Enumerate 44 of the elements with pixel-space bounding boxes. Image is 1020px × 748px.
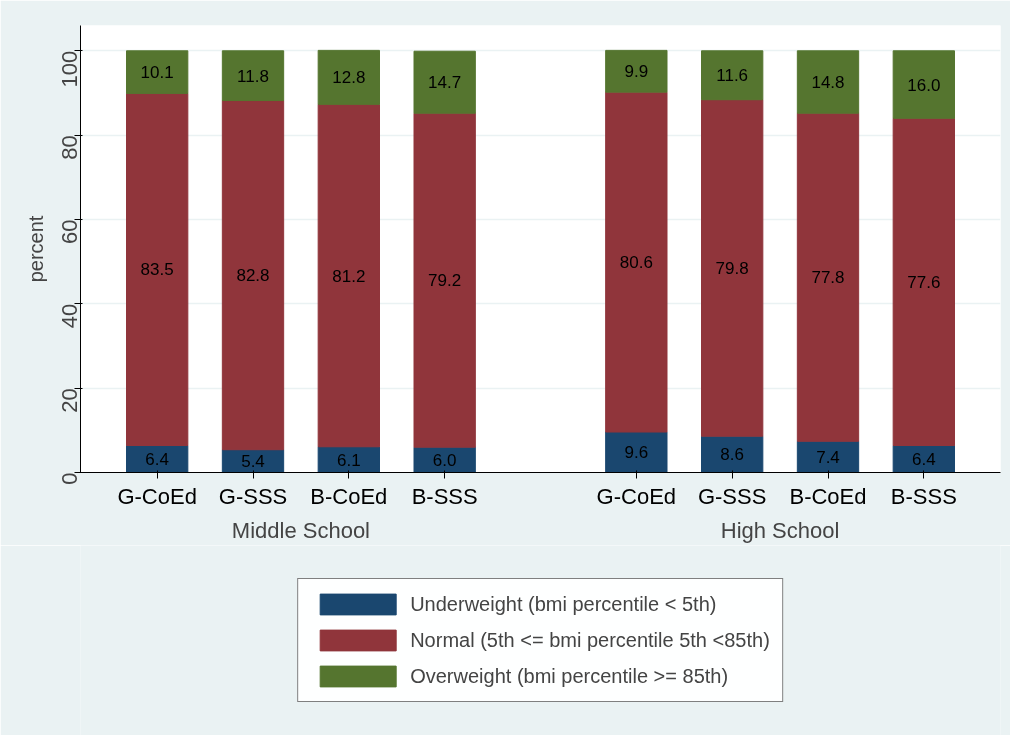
data-label: 11.6 [716, 66, 749, 86]
data-label: 77.6 [907, 272, 941, 292]
data-label: 6.0 [432, 450, 457, 470]
x-tick-label: B-CoEd [310, 483, 388, 509]
x-tick-label: B-SSS [890, 483, 957, 509]
x-tick-label: G-SSS [697, 483, 767, 509]
y-tick-label: 60 [57, 219, 82, 244]
legend-label: Overweight (bmi percentile >= 85th) [410, 663, 729, 689]
y-tick-label: 40 [57, 303, 82, 329]
data-label: 7.4 [816, 447, 840, 467]
data-label: 6.1 [337, 450, 361, 470]
legend-label: Normal (5th <= bmi percentile 5th <85th) [410, 627, 770, 653]
data-label: 14.7 [428, 73, 462, 93]
data-label: 83.5 [140, 260, 174, 280]
data-label: 77.8 [811, 268, 845, 288]
data-label: 79.2 [428, 271, 462, 291]
y-tick-label: 100 [57, 50, 82, 88]
x-tick-label: G-CoEd [596, 483, 677, 509]
y-tick-label: 80 [57, 135, 82, 160]
data-label: 14.8 [811, 73, 845, 93]
y-tick-label: 0 [57, 472, 82, 485]
data-label: 11.8 [237, 66, 269, 86]
x-tick-label: B-SSS [411, 483, 478, 509]
data-label: 8.6 [720, 445, 744, 465]
data-label: 10.1 [140, 63, 174, 83]
x-tick-label: G-CoEd [117, 483, 197, 509]
y-tick-label: 20 [57, 388, 82, 413]
data-label: 12.8 [332, 68, 366, 88]
text: Middle School [231, 517, 371, 543]
data-label: 81.2 [332, 266, 366, 286]
data-label: 9.6 [624, 443, 649, 463]
x-tick-label: G-SSS [218, 483, 288, 509]
data-label: 16.0 [907, 75, 941, 95]
y-axis-title: percent [24, 215, 47, 283]
data-label: 80.6 [619, 253, 653, 273]
data-label: 5.4 [241, 452, 265, 472]
data-label: 82.8 [236, 266, 270, 286]
data-label: 6.4 [145, 450, 169, 470]
text: High School [720, 517, 840, 543]
x-tick-label: B-CoEd [789, 483, 867, 509]
data-label: 79.8 [715, 258, 749, 278]
data-label: 9.9 [624, 62, 649, 82]
legend-label: Underweight (bmi percentile < 5th) [410, 591, 717, 617]
data-label: 6.4 [912, 450, 936, 470]
